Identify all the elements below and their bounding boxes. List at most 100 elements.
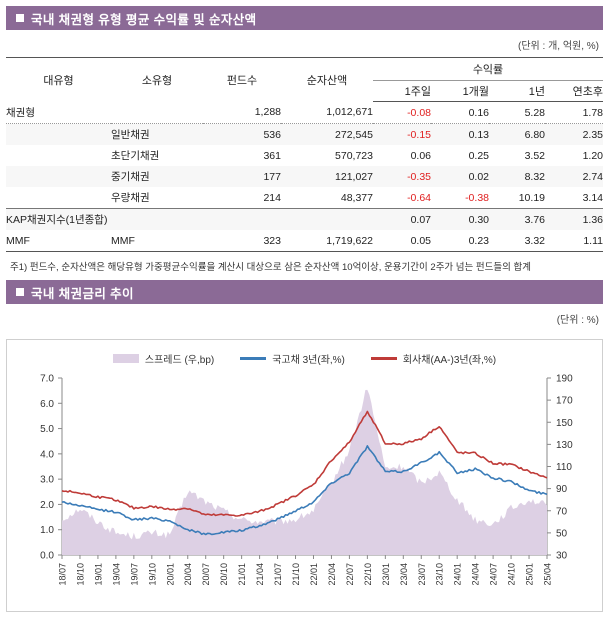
- cell-main-type: [6, 187, 111, 209]
- unit-note-fund: (단위 : 개, 억원, %): [518, 41, 599, 52]
- legend-item: 국고채 3년(좌,%): [240, 351, 345, 366]
- y2-axis-tick-label: 30: [556, 551, 568, 562]
- x-axis-tick-label: 20/10: [219, 563, 229, 586]
- x-axis-tick-label: 24/04: [471, 563, 481, 586]
- x-axis-tick-label: 22/10: [363, 563, 373, 586]
- cell-net-assets: 272,545: [281, 123, 373, 145]
- x-axis-tick-label: 19/07: [129, 563, 139, 586]
- table-row: 채권형 1,288 1,012,671 -0.08 0.16 5.28 1.78: [6, 101, 603, 124]
- legend-label: 국고채 3년(좌,%): [272, 355, 345, 367]
- cell-return-1year: 3.76: [489, 208, 545, 230]
- cell-net-assets: 570,723: [335, 149, 373, 162]
- x-axis-tick-label: 23/07: [417, 563, 427, 586]
- cell-return-1month: -0.38: [465, 191, 489, 204]
- x-axis-tick-label: 25/04: [543, 563, 553, 586]
- cell-fund-count: 177: [203, 166, 281, 187]
- cell-return-1week: 0.05: [373, 230, 431, 252]
- cell-return-1year: 8.32: [489, 166, 545, 187]
- col-header-1week: 1주일: [373, 80, 431, 102]
- cell-return-1year: 3.52: [524, 149, 545, 162]
- fund-returns-table: 대유형 소유형 펀드수 순자산액 수익률 1주일 1개월 1년 연초후 채권형 1…: [6, 57, 603, 252]
- x-axis-tick-label: 18/07: [58, 563, 68, 586]
- cell-return-1year: 5.28: [489, 101, 545, 124]
- col-header-return-group: 수익률: [373, 57, 603, 81]
- x-axis-tick-label: 21/01: [237, 563, 247, 586]
- cell-return-1year: 3.32: [489, 230, 545, 252]
- x-axis-tick-label: 22/07: [345, 563, 355, 586]
- cell-fund-count: 361: [263, 149, 281, 162]
- y2-axis-tick-label: 70: [556, 507, 568, 518]
- cell-return-1week: -0.64: [407, 191, 431, 204]
- cell-net-assets: [281, 208, 373, 230]
- chart-legend: 스프레드 (우,bp) 국고채 3년(좌,%) 회사채(AA-)3년(좌,%): [7, 340, 602, 366]
- cell-return-1month: 0.30: [431, 208, 489, 230]
- cell-return-1week: -0.35: [373, 166, 431, 187]
- cell-return-ytd: 1.78: [545, 101, 603, 124]
- cell-return-1month: 0.02: [431, 166, 489, 187]
- x-axis-tick-label: 22/01: [309, 563, 319, 586]
- x-axis-tick-label: 24/01: [453, 563, 463, 586]
- y2-axis-tick-label: 110: [556, 462, 572, 473]
- cell-fund-count: 536: [203, 123, 281, 145]
- y2-axis-tick-label: 50: [556, 529, 568, 540]
- table-row: 우량채권 214 48,377 -0.64 -0.38 10.19 3.14: [6, 187, 603, 209]
- cell-sub-type: 초단기채권: [111, 150, 160, 162]
- legend-item: 스프레드 (우,bp): [112, 351, 215, 367]
- cell-main-type: [6, 123, 111, 145]
- x-axis-tick-label: 24/07: [489, 563, 499, 586]
- cell-return-ytd: 3.14: [582, 191, 603, 204]
- cell-sub-type: MMF: [111, 230, 203, 252]
- cell-main-type: 채권형: [6, 101, 111, 124]
- y-axis-tick-label: 0.0: [40, 551, 54, 562]
- x-axis-tick-label: 18/10: [75, 563, 85, 586]
- x-axis-tick-label: 24/10: [507, 563, 517, 586]
- x-axis-tick-label: 21/07: [273, 563, 283, 586]
- x-axis-tick-label: 23/01: [381, 563, 391, 586]
- cell-return-1year: 10.19: [518, 191, 545, 204]
- col-header-ytd: 연초후: [545, 80, 603, 102]
- cell-sub-type: [111, 101, 203, 124]
- cell-return-ytd: 1.20: [582, 149, 603, 162]
- y2-axis-tick-label: 190: [556, 374, 573, 385]
- y2-axis-tick-label: 170: [556, 396, 573, 407]
- cell-sub-type: 중기채권: [111, 166, 203, 187]
- square-bullet-icon: [16, 288, 24, 297]
- cell-fund-count: 1,288: [203, 101, 281, 124]
- x-axis-tick-label: 19/04: [111, 563, 121, 586]
- y2-axis-tick-label: 130: [556, 440, 573, 451]
- cell-return-1month: 0.13: [431, 123, 489, 145]
- fund-table-body: 채권형 1,288 1,012,671 -0.08 0.16 5.28 1.78 일반채권 53…: [6, 101, 603, 252]
- cell-main-type: [6, 145, 111, 166]
- x-axis-tick-label: 21/10: [291, 563, 301, 586]
- legend-label: 회사채(AA-)3년(좌,%): [402, 355, 497, 367]
- y-axis-tick-label: 7.0: [40, 374, 54, 385]
- section-header-fund-returns: 국내 채권형 유형 평균 수익률 및 순자산액: [6, 6, 603, 30]
- y-axis-tick-label: 1.0: [40, 526, 54, 537]
- col-header-fund-count: 펀드수: [203, 57, 281, 102]
- cell-main-type: MMF: [6, 230, 111, 252]
- cell-main-type: [6, 166, 111, 187]
- series-line-corp-bond: [61, 410, 548, 518]
- legend-label: 스프레드 (우,bp): [144, 355, 215, 367]
- series-line-govt-bond: [61, 445, 548, 536]
- cell-return-1week: 0.07: [373, 208, 431, 230]
- cell-net-assets: 48,377: [340, 191, 373, 204]
- square-bullet-icon: [16, 14, 24, 22]
- cell-return-1month: 0.16: [431, 101, 489, 124]
- cell-return-1month: 0.23: [431, 230, 489, 252]
- x-axis-tick-label: 20/04: [183, 563, 193, 586]
- table-row: MMF MMF 323 1,719,622 0.05 0.23 3.32 1.11: [6, 230, 603, 252]
- cell-net-assets: 121,027: [281, 166, 373, 187]
- y-axis-tick-label: 3.0: [40, 475, 54, 486]
- chart-svg: 0.0 1.0 2.0 3.0 4.0 5.0 6.0 7.0 30 50 70 90 110 130 15…: [40, 374, 573, 586]
- chart-plot-area: 0.0 1.0 2.0 3.0 4.0 5.0 6.0 7.0 30 50 70 90 110 130 15…: [7, 370, 602, 611]
- cell-return-1week: 0.06: [410, 149, 431, 162]
- cell-fund-count: [203, 208, 281, 230]
- y-axis-tick-label: 2.0: [40, 500, 54, 511]
- col-header-1year: 1년: [489, 80, 545, 102]
- y2-axis-tick-label: 90: [556, 484, 568, 495]
- x-axis-tick-label: 23/10: [435, 563, 445, 586]
- page-title: 국내 채권형 유형 평균 수익률 및 순자산액: [31, 12, 257, 27]
- cell-return-1month: 0.25: [468, 149, 489, 162]
- table-row: 중기채권 177 121,027 -0.35 0.02 8.32 2.74: [6, 166, 603, 187]
